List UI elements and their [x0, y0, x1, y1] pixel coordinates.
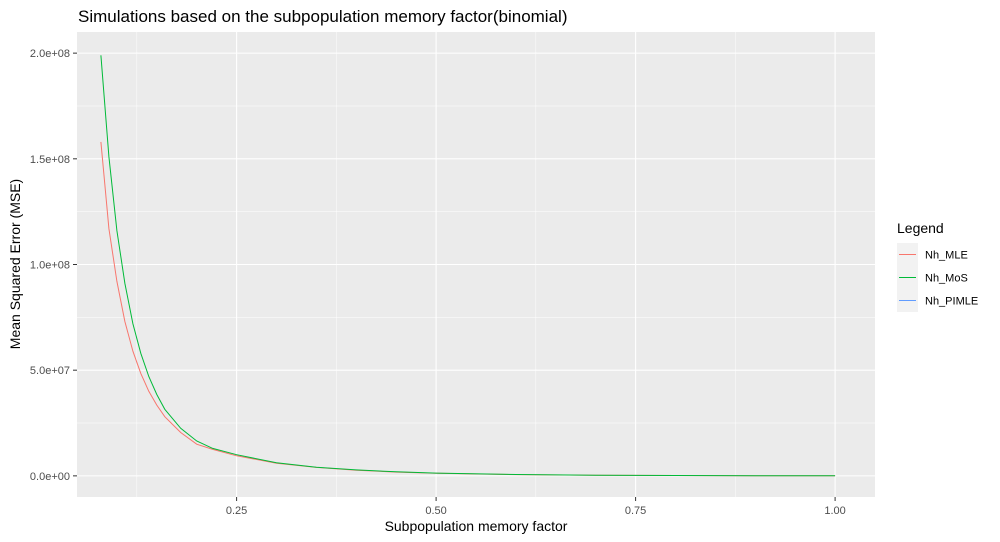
y-tick-label: 1.0e+08 — [30, 260, 70, 272]
legend: Legend Nh_MLE Nh_MoS Nh_PIMLE — [897, 220, 978, 312]
y-tick-label: 0.0e+00 — [30, 471, 70, 483]
y-tick-label: 1.5e+08 — [30, 154, 70, 166]
y-tick-label: 5.0e+07 — [30, 365, 70, 377]
y-tick-label: 2.0e+08 — [30, 48, 70, 60]
legend-label: Nh_MLE — [925, 250, 968, 262]
y-axis-title: Mean Squared Error (MSE) — [7, 179, 23, 349]
x-tick-label: 0.75 — [625, 505, 646, 517]
legend-label: Nh_PIMLE — [925, 296, 978, 308]
series-line-nh-mos — [100, 55, 836, 477]
x-tick-label: 0.25 — [226, 505, 247, 517]
major-gridlines — [77, 32, 875, 497]
series-layer — [100, 55, 836, 477]
legend-title: Legend — [897, 220, 944, 236]
chart-title: Simulations based on the subpopulation m… — [78, 7, 567, 26]
legend-label: Nh_MoS — [925, 273, 968, 285]
x-tick-label: 0.50 — [425, 505, 446, 517]
x-tick-label: 1.00 — [824, 505, 845, 517]
x-axis-title: Subpopulation memory factor — [385, 518, 568, 534]
y-axis-ticks: 0.0e+00 5.0e+07 1.0e+08 1.5e+08 2.0e+08 — [30, 48, 77, 483]
x-axis-ticks: 0.25 0.50 0.75 1.00 — [226, 497, 846, 517]
